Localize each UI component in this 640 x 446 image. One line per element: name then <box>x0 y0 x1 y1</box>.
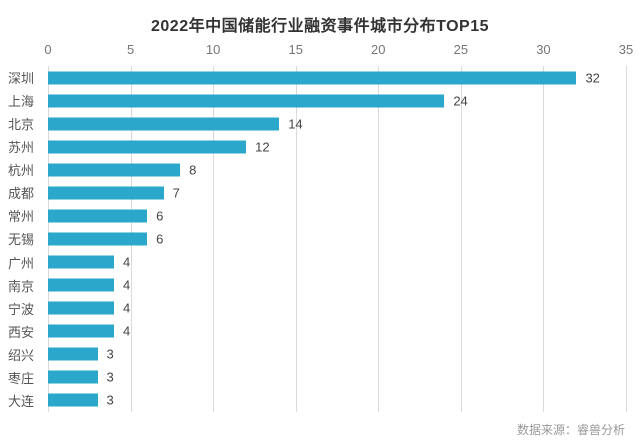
x-tick-label: 25 <box>453 42 469 57</box>
bar <box>48 278 115 292</box>
bar <box>48 71 577 85</box>
value-label: 4 <box>123 254 131 270</box>
value-label: 6 <box>156 231 164 247</box>
category-label: 北京 <box>7 117 34 133</box>
x-tick-label: 10 <box>205 42 221 57</box>
bar-rows: 32 24 14 12 8 7 6 6 4 4 4 4 3 3 3 <box>48 66 626 412</box>
category-label: 宁波 <box>7 301 34 317</box>
value-label: 6 <box>156 208 164 224</box>
bar-row: 7 <box>48 181 626 204</box>
category-label: 西安 <box>7 324 34 340</box>
gridline <box>460 66 462 412</box>
value-label: 14 <box>288 116 303 132</box>
bar <box>48 324 115 338</box>
bar <box>48 94 445 108</box>
gridline <box>295 66 297 412</box>
value-label: 24 <box>453 93 468 109</box>
gridline <box>626 66 627 412</box>
bar-row: 24 <box>48 89 626 112</box>
bar-row: 6 <box>48 227 626 250</box>
x-tick-label: 15 <box>288 42 303 57</box>
plot-area: 32 24 14 12 8 7 6 6 4 4 4 4 3 3 3 <box>48 66 627 412</box>
category-label: 深圳 <box>7 71 34 87</box>
category-label: 杭州 <box>7 163 34 179</box>
category-label: 成都 <box>7 186 34 202</box>
bar <box>48 393 98 407</box>
value-label: 7 <box>172 185 180 201</box>
category-label: 大连 <box>7 393 34 409</box>
category-label: 南京 <box>7 278 34 294</box>
bar-row: 4 <box>48 297 626 320</box>
value-label: 12 <box>255 139 270 155</box>
category-label: 常州 <box>7 209 34 225</box>
value-label: 3 <box>106 392 114 408</box>
bar-row: 12 <box>48 135 626 158</box>
category-label: 无锡 <box>7 232 34 248</box>
value-label: 8 <box>189 162 197 178</box>
bar-row: 8 <box>48 158 626 181</box>
bar-row: 4 <box>48 274 626 297</box>
x-tick-label: 20 <box>371 42 386 57</box>
bar-row: 3 <box>48 366 626 389</box>
value-label: 4 <box>123 300 131 316</box>
x-tick-label: 5 <box>126 42 135 57</box>
bar <box>48 232 148 246</box>
bar-row: 32 <box>48 66 626 89</box>
bar-row: 6 <box>48 204 626 227</box>
gridline <box>378 66 380 412</box>
bar <box>48 163 181 177</box>
x-tick-label: 0 <box>44 42 52 57</box>
category-label: 苏州 <box>7 140 34 156</box>
bar <box>48 186 164 200</box>
bar <box>48 301 115 315</box>
gridline <box>543 66 545 412</box>
bar <box>48 140 247 154</box>
value-label: 4 <box>123 277 131 293</box>
y-axis-labels: 深圳上海北京苏州杭州成都常州无锡广州南京宁波西安绍兴枣庄大连 <box>0 66 42 412</box>
x-axis: 0 5 10 15 20 25 30 35 <box>44 42 633 60</box>
x-tick-label: 35 <box>618 42 634 57</box>
value-label: 32 <box>585 70 600 86</box>
value-label: 3 <box>106 346 114 362</box>
category-label: 枣庄 <box>7 370 34 386</box>
chart-title: 2022年中国储能行业融资事件城市分布TOP15 <box>151 18 489 35</box>
bar <box>48 255 115 269</box>
gridline <box>213 66 215 412</box>
value-label: 3 <box>106 369 114 385</box>
category-label: 上海 <box>7 94 34 110</box>
bar-row: 4 <box>48 320 626 343</box>
category-label: 绍兴 <box>7 347 34 363</box>
bar-row: 3 <box>48 343 626 366</box>
bar <box>48 209 148 223</box>
bar <box>48 117 280 131</box>
category-label: 广州 <box>7 255 34 271</box>
x-tick-label: 30 <box>536 42 551 57</box>
bar-row: 14 <box>48 112 626 135</box>
value-label: 4 <box>123 323 131 339</box>
bar <box>48 347 98 361</box>
data-source-note: 数据来源：睿兽分析 <box>516 423 625 437</box>
bar-row: 3 <box>48 389 626 412</box>
bar <box>48 370 98 384</box>
bar-row: 4 <box>48 251 626 274</box>
